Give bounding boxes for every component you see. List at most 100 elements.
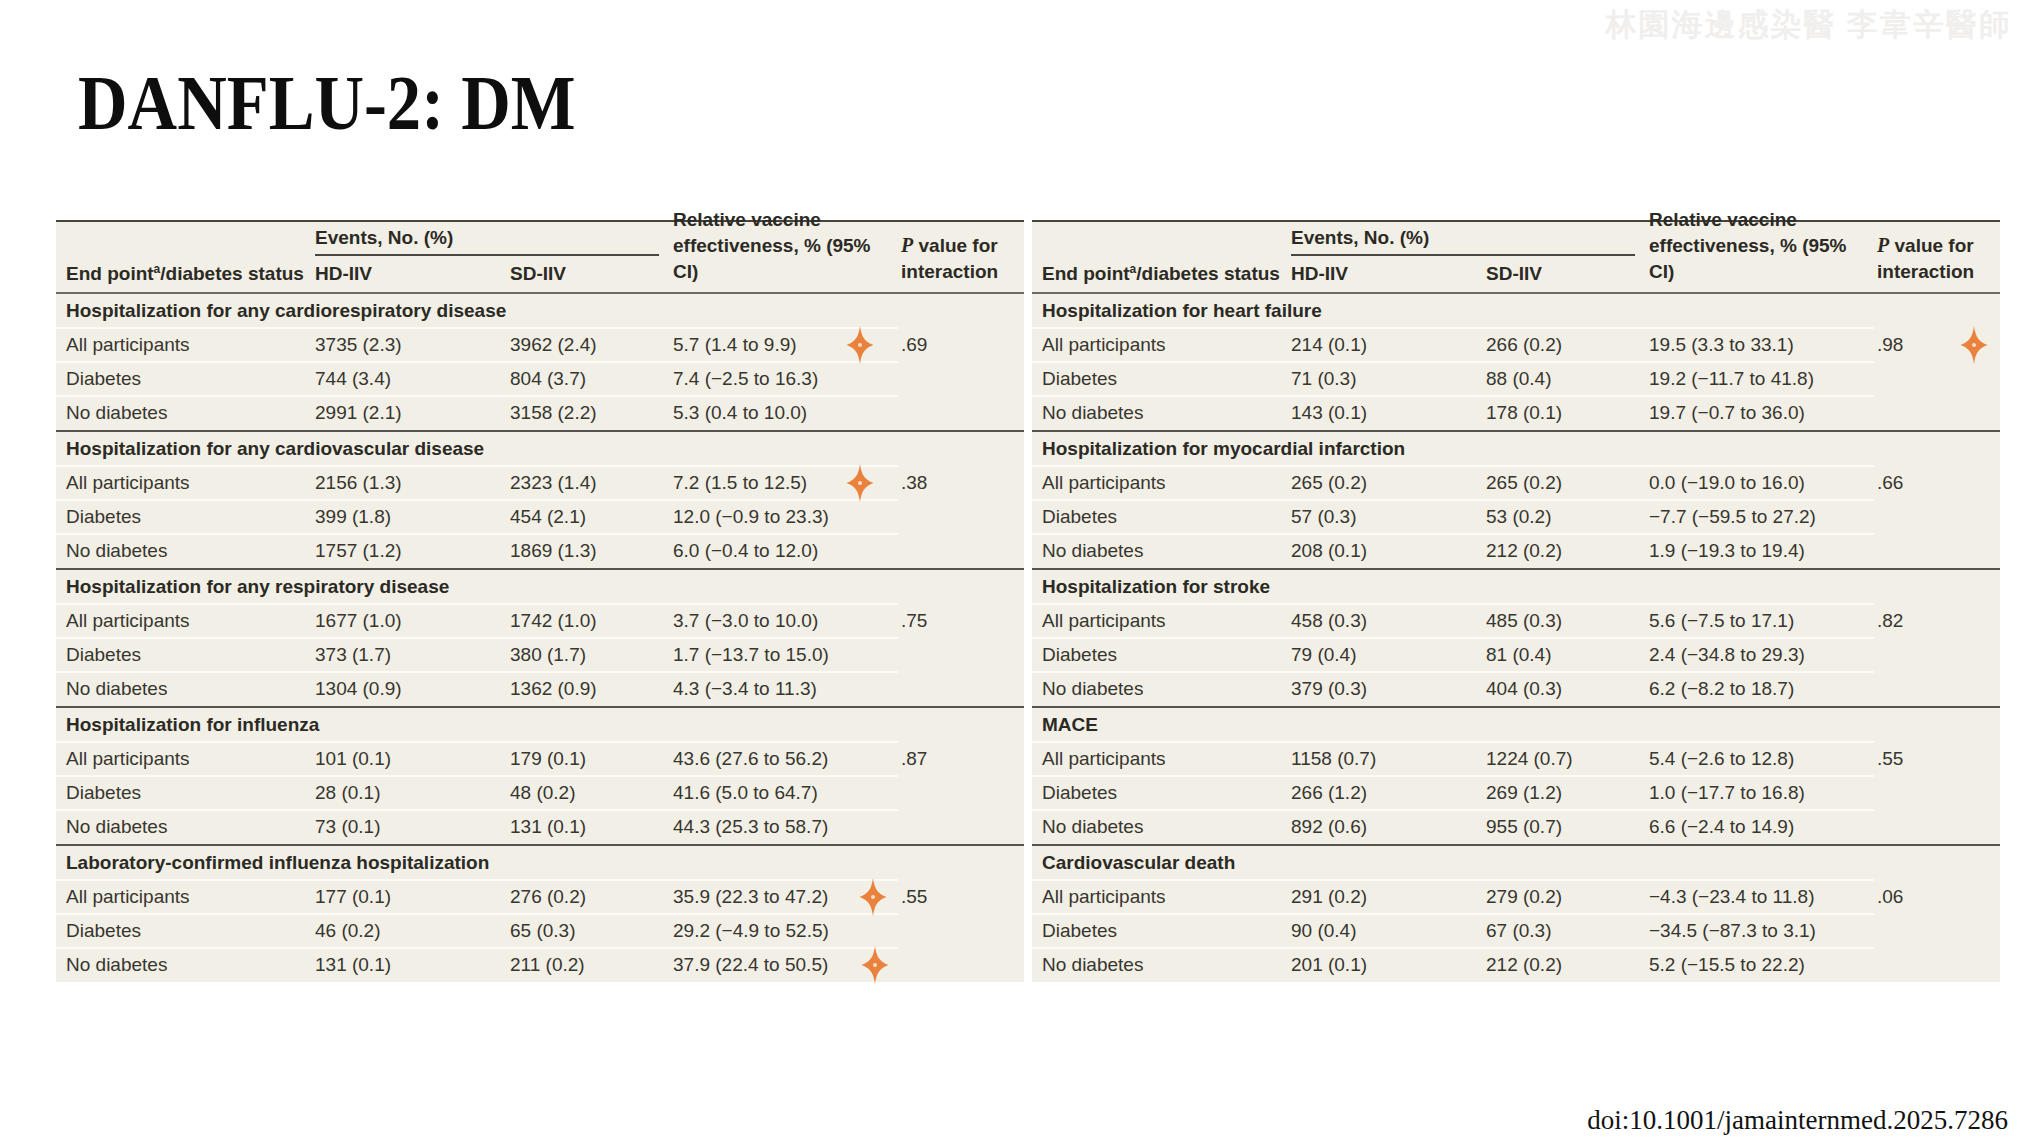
cell-hd: 1677 (1.0)	[315, 610, 510, 632]
section-title: Cardiovascular death	[1032, 846, 2000, 880]
table-section: Hospitalization for strokeAll participan…	[1032, 568, 2000, 706]
left-results-table: End pointa/diabetes status Events, No. (…	[56, 220, 1024, 982]
table-section: Hospitalization for heart failureAll par…	[1032, 294, 2000, 430]
cell-sd: 380 (1.7)	[510, 644, 673, 666]
cell-rve: 41.6 (5.0 to 64.7)	[673, 782, 901, 804]
cell-sd: 212 (0.2)	[1486, 540, 1649, 562]
table-row: Diabetes28 (0.1)48 (0.2)41.6 (5.0 to 64.…	[56, 776, 1024, 810]
cell-sd: 266 (0.2)	[1486, 334, 1649, 356]
cell-hd: 265 (0.2)	[1291, 472, 1486, 494]
cell-hd: 2991 (2.1)	[315, 402, 510, 424]
cell-p: .75	[901, 610, 1024, 632]
table-row: No diabetes2991 (2.1)3158 (2.2)5.3 (0.4 …	[56, 396, 1024, 430]
table-row: Diabetes90 (0.4)67 (0.3)−34.5 (−87.3 to …	[1032, 914, 2000, 948]
section-title: Hospitalization for heart failure	[1032, 294, 2000, 328]
table-section: MACEAll participants1158 (0.7)1224 (0.7)…	[1032, 706, 2000, 844]
cell-hd: 90 (0.4)	[1291, 920, 1486, 942]
cell-hd: 744 (3.4)	[315, 368, 510, 390]
cell-hd: 46 (0.2)	[315, 920, 510, 942]
table-row: No diabetes143 (0.1)178 (0.1)19.7 (−0.7 …	[1032, 396, 2000, 430]
section-title: Hospitalization for myocardial infarctio…	[1032, 432, 2000, 466]
table-row: Diabetes399 (1.8)454 (2.1)12.0 (−0.9 to …	[56, 500, 1024, 534]
cell-sd: 454 (2.1)	[510, 506, 673, 528]
cell-sd: 1362 (0.9)	[510, 678, 673, 700]
cell-hd: 28 (0.1)	[315, 782, 510, 804]
cell-rve: 37.9 (22.4 to 50.5)	[673, 954, 901, 976]
cell-rve: 1.0 (−17.7 to 16.8)	[1649, 782, 1877, 804]
section-title: Hospitalization for any respiratory dise…	[56, 570, 1024, 604]
cell-rve: 5.6 (−7.5 to 17.1)	[1649, 610, 1877, 632]
cell-sd: 485 (0.3)	[1486, 610, 1649, 632]
cell-hd: 373 (1.7)	[315, 644, 510, 666]
page-title: DANFLU-2: DM	[78, 58, 576, 148]
cell-label: No diabetes	[1032, 816, 1291, 838]
cell-label: All participants	[56, 610, 315, 632]
table-section: Laboratory-confirmed influenza hospitali…	[56, 844, 1024, 982]
cell-label: No diabetes	[1032, 402, 1291, 424]
section-title: MACE	[1032, 708, 2000, 742]
table-row: All participants177 (0.1)276 (0.2)35.9 (…	[56, 880, 1024, 914]
cell-rve: 1.7 (−13.7 to 15.0)	[673, 644, 901, 666]
rve-header-line2: effectiveness, % (95% CI)	[1649, 233, 1877, 285]
cell-label: All participants	[56, 472, 315, 494]
cell-sd: 212 (0.2)	[1486, 954, 1649, 976]
cell-sd: 269 (1.2)	[1486, 782, 1649, 804]
p-italic: P	[901, 234, 913, 256]
cell-hd: 291 (0.2)	[1291, 886, 1486, 908]
column-header-relative-effectiveness: Relative vaccine effectiveness, % (95% C…	[673, 207, 901, 292]
cell-label: Diabetes	[56, 506, 315, 528]
section-title: Hospitalization for influenza	[56, 708, 1024, 742]
table-section: Hospitalization for influenza All partici…	[56, 706, 1024, 844]
column-group-events: Events, No. (%)	[1291, 227, 1635, 256]
cell-hd: 177 (0.1)	[315, 886, 510, 908]
cell-label: Diabetes	[1032, 782, 1291, 804]
cell-p: .87	[901, 748, 1024, 770]
p-rest: value for	[913, 235, 997, 256]
p-header-line2: interaction	[1877, 259, 2000, 285]
cell-sd: 804 (3.7)	[510, 368, 673, 390]
endpoint-header-suffix: /diabetes status	[1136, 263, 1280, 284]
cell-sd: 48 (0.2)	[510, 782, 673, 804]
cell-label: All participants	[1032, 610, 1291, 632]
cell-label: No diabetes	[1032, 678, 1291, 700]
watermark-text: 林園海邊感染醫 李韋辛醫師	[1605, 4, 2012, 46]
cell-rve: 2.4 (−34.8 to 29.3)	[1649, 644, 1877, 666]
cell-label: All participants	[56, 886, 315, 908]
cell-sd: 81 (0.4)	[1486, 644, 1649, 666]
table-section: Hospitalization for any cardiorespirator…	[56, 294, 1024, 430]
table-row: Diabetes57 (0.3)53 (0.2)−7.7 (−59.5 to 2…	[1032, 500, 2000, 534]
table-row: No diabetes208 (0.1)212 (0.2)1.9 (−19.3 …	[1032, 534, 2000, 568]
cell-label: Diabetes	[56, 782, 315, 804]
cell-hd: 208 (0.1)	[1291, 540, 1486, 562]
cell-hd: 79 (0.4)	[1291, 644, 1486, 666]
table-body: Hospitalization for any cardiorespirator…	[56, 294, 1024, 982]
p-header-line1: P value for	[901, 232, 1024, 259]
table-header: End pointa/diabetes status Events, No. (…	[1032, 222, 2000, 294]
cell-label: All participants	[1032, 748, 1291, 770]
cell-label: All participants	[1032, 472, 1291, 494]
column-header-endpoint: End pointa/diabetes status	[56, 262, 315, 292]
column-group-events: Events, No. (%)	[315, 227, 659, 256]
column-header-hd-iiv: HD-IIV	[1291, 263, 1486, 292]
table-row: Diabetes79 (0.4)81 (0.4)2.4 (−34.8 to 29…	[1032, 638, 2000, 672]
table-row: Diabetes46 (0.2)65 (0.3)29.2 (−4.9 to 52…	[56, 914, 1024, 948]
cell-label: No diabetes	[56, 816, 315, 838]
cell-p: .98	[1877, 334, 2000, 356]
table-row: No diabetes1757 (1.2)1869 (1.3)6.0 (−0.4…	[56, 534, 1024, 568]
table-row: All participants2156 (1.3)2323 (1.4)7.2 …	[56, 466, 1024, 500]
cell-hd: 3735 (2.3)	[315, 334, 510, 356]
p-rest: value for	[1889, 235, 1973, 256]
cell-rve: 1.9 (−19.3 to 19.4)	[1649, 540, 1877, 562]
cell-rve: 4.3 (−3.4 to 11.3)	[673, 678, 901, 700]
cell-label: Diabetes	[1032, 368, 1291, 390]
endpoint-header-text: End point	[1042, 263, 1130, 284]
column-header-p-value: P value for interaction	[1877, 232, 2000, 292]
table-section: Cardiovascular deathAll participants291 …	[1032, 844, 2000, 982]
cell-hd: 1158 (0.7)	[1291, 748, 1486, 770]
table-row: All participants3735 (2.3)3962 (2.4)5.7 …	[56, 328, 1024, 362]
table-row: No diabetes131 (0.1)211 (0.2)37.9 (22.4 …	[56, 948, 1024, 982]
cell-label: All participants	[56, 748, 315, 770]
cell-p: .06	[1877, 886, 2000, 908]
cell-rve: 5.3 (0.4 to 10.0)	[673, 402, 901, 424]
cell-sd: 3962 (2.4)	[510, 334, 673, 356]
